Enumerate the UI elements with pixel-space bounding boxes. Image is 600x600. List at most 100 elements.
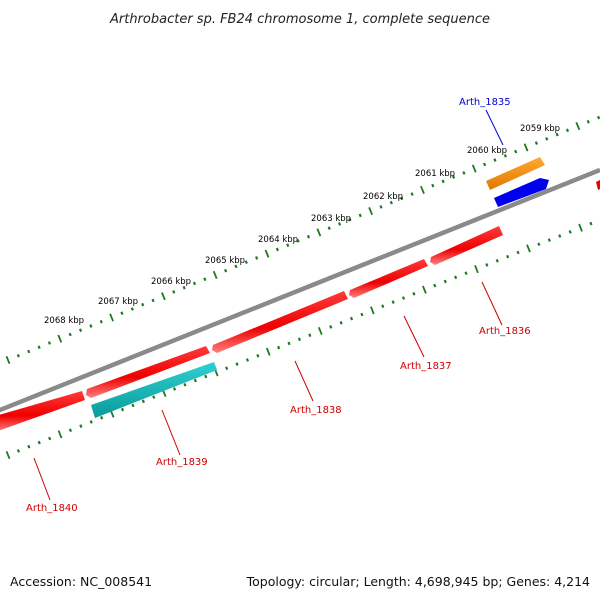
scale-outer-minor-tick <box>182 285 186 290</box>
tick-label-2066: 2066 kbp <box>151 277 191 287</box>
scale-outer-major-tick <box>161 292 166 301</box>
scale-outer-major-tick <box>368 207 374 216</box>
scale-inner-minor-tick <box>172 387 177 391</box>
gene-label-arth-1839[interactable]: Arth_1839 <box>156 457 208 468</box>
gene-partial-right[interactable] <box>596 180 600 190</box>
scale-inner-minor-tick <box>297 337 302 342</box>
scale-outer-minor-tick <box>400 196 404 201</box>
scale-outer-minor-tick <box>451 175 456 179</box>
scale-outer-minor-tick <box>255 256 259 260</box>
gene-arth-1835[interactable] <box>494 178 549 207</box>
scale-outer-major-tick <box>57 334 63 343</box>
scale-outer-minor-tick <box>514 149 518 154</box>
scale-inner-major-tick <box>370 306 375 315</box>
scale-inner-minor-tick <box>277 345 281 350</box>
scale-outer-minor-tick <box>223 268 228 273</box>
scale-inner-minor-tick <box>16 449 21 453</box>
scale-outer-major-tick <box>575 122 581 131</box>
scale-inner-minor-tick <box>349 316 354 321</box>
scale-inner-minor-tick <box>48 436 52 441</box>
gene-label-arth-1836[interactable]: Arth_1836 <box>479 326 531 337</box>
scale-outer-minor-tick <box>244 260 248 265</box>
scale-inner-minor-tick <box>381 304 385 309</box>
scale-inner-minor-tick <box>141 399 145 404</box>
gene-arth-1838[interactable] <box>212 291 348 353</box>
scale-outer-minor-tick <box>286 243 290 248</box>
gene-arth-1837[interactable] <box>349 259 428 298</box>
scale-outer-major-tick <box>523 143 529 152</box>
scale-outer-major-tick <box>316 228 322 237</box>
scale-outer-minor-tick <box>441 179 445 184</box>
scale-outer-minor-tick <box>389 200 393 205</box>
accession-text: Accession: NC_008541 <box>10 574 152 589</box>
scale-inner-major-tick <box>578 223 583 232</box>
scale-inner-minor-tick <box>537 242 541 247</box>
scale-outer-minor-tick <box>596 115 600 120</box>
scale-inner-minor-tick <box>256 353 260 358</box>
scale-outer-minor-tick <box>358 213 362 218</box>
scale-outer-minor-tick <box>16 353 20 358</box>
scale-outer-major-tick <box>420 185 425 194</box>
scale-outer-minor-tick <box>534 141 539 145</box>
scale-inner-minor-tick <box>589 221 593 226</box>
scale-outer-minor-tick <box>37 345 41 350</box>
tick-label-2065: 2065 kbp <box>205 256 245 266</box>
scale-outer-minor-tick <box>89 324 93 328</box>
scale-inner-minor-tick <box>412 291 416 296</box>
scale-inner-minor-tick <box>464 271 468 276</box>
scale-inner-minor-tick <box>193 378 197 383</box>
genome-backbone <box>0 167 600 413</box>
feature-cyan[interactable] <box>91 362 217 418</box>
scale-inner-minor-tick <box>68 428 73 433</box>
feature-orange[interactable] <box>486 157 545 190</box>
scale-ring-inner <box>5 221 593 460</box>
gene-arth-1840[interactable] <box>0 391 85 432</box>
scale-inner-minor-tick <box>204 374 208 379</box>
scale-inner-minor-tick <box>245 358 250 362</box>
scale-outer-minor-tick <box>337 222 342 226</box>
scale-inner-minor-tick <box>308 333 312 338</box>
scale-outer-minor-tick <box>462 171 466 175</box>
gene-label-arth-1835[interactable]: Arth_1835 <box>459 97 511 108</box>
scale-inner-minor-tick <box>27 444 31 449</box>
scale-inner-minor-tick <box>339 320 343 325</box>
scale-inner-minor-tick <box>558 234 562 238</box>
scale-inner-minor-tick <box>516 250 520 255</box>
scale-inner-minor-tick <box>401 296 406 300</box>
scale-inner-minor-tick <box>506 254 510 259</box>
scale-outer-minor-tick <box>306 234 311 239</box>
scale-inner-minor-tick <box>120 407 125 412</box>
scale-outer-minor-tick <box>379 205 383 209</box>
scale-outer-minor-tick <box>431 183 435 188</box>
scale-inner-minor-tick <box>443 279 447 284</box>
scale-ring-outer <box>5 115 600 365</box>
scale-outer-minor-tick <box>555 132 559 137</box>
scale-outer-minor-tick <box>172 290 176 294</box>
scale-inner-minor-tick <box>433 283 437 288</box>
scale-inner-major-tick <box>474 264 479 274</box>
scale-inner-minor-tick <box>235 362 239 366</box>
scale-outer-minor-tick <box>503 154 507 158</box>
gene-label-arth-1840[interactable]: Arth_1840 <box>26 503 78 514</box>
scale-inner-minor-tick <box>287 341 291 346</box>
scale-inner-major-tick <box>317 326 323 336</box>
gene-arth-1839[interactable] <box>86 346 210 398</box>
scale-outer-minor-tick <box>586 119 590 124</box>
scale-inner-minor-tick <box>568 230 572 234</box>
gene-label-arth-1838[interactable]: Arth_1838 <box>290 405 342 416</box>
scale-inner-minor-tick <box>131 403 135 408</box>
scale-inner-major-tick <box>526 244 531 253</box>
scale-inner-minor-tick <box>183 382 187 387</box>
scale-inner-major-tick <box>265 347 271 356</box>
scale-outer-minor-tick <box>482 162 487 167</box>
gene-arth-1836[interactable] <box>430 226 503 265</box>
scale-outer-major-tick <box>5 355 11 365</box>
scale-outer-minor-tick <box>27 349 31 354</box>
scale-outer-minor-tick <box>151 298 155 303</box>
scale-outer-minor-tick <box>120 311 124 316</box>
scale-outer-minor-tick <box>78 328 83 333</box>
gene-label-arth-1837[interactable]: Arth_1837 <box>400 361 452 372</box>
scale-inner-major-tick <box>422 285 427 294</box>
scale-inner-minor-tick <box>454 275 458 280</box>
